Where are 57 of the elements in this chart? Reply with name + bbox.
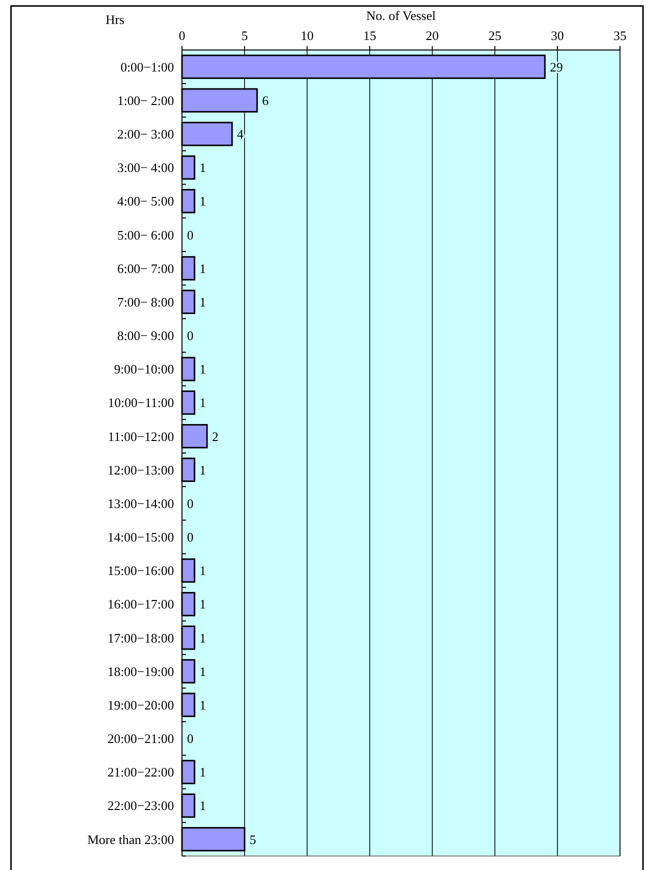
x-tick-label: 5 [241,28,248,43]
y-tick-label: 12:00−13:00 [107,462,174,478]
y-tick-label: 4:00− 5:00 [117,194,174,209]
data-label: 0 [187,227,194,242]
y-tick-label: More than 23:00 [87,832,174,847]
data-label: 1 [200,664,206,679]
x-tick-label: 35 [614,28,626,43]
y-tick-label: 0:00−1:00 [120,59,174,74]
data-label: 1 [200,362,206,377]
data-label: 1 [200,798,206,814]
data-label: 1 [200,160,206,176]
x-tick-label: 25 [488,28,502,43]
y-tick-label: 11:00−12:00 [108,428,174,444]
data-label: 1 [200,764,206,780]
y-tick-label: 20:00−21:00 [107,731,174,746]
data-label: 1 [200,294,206,310]
x-tick-label: 10 [300,28,314,43]
data-label: 0 [187,328,194,344]
y-tick-label: 7:00− 8:00 [117,294,174,310]
x-tick-label: 20 [426,28,439,43]
data-label: 2 [212,428,219,444]
y-tick-label: 10:00−11:00 [108,395,174,410]
y-tick-label: 14:00−15:00 [107,530,174,545]
data-label: 1 [200,630,206,646]
y-tick-label: 3:00− 4:00 [117,160,174,176]
y-tick-label: 16:00−17:00 [107,596,174,612]
y-tick-label: 21:00−22:00 [107,764,174,780]
data-label: 5 [250,832,256,847]
x-tick-label: 15 [363,28,376,43]
y-tick-label: 8:00− 9:00 [117,328,174,344]
data-label: 6 [262,92,270,108]
y-axis-title: Hrs [106,12,124,27]
data-label: 1 [200,260,206,276]
data-label: 1 [200,194,206,209]
data-label: 1 [200,563,206,578]
y-tick-label: 2:00− 3:00 [117,126,174,142]
y-tick-label: 22:00−23:00 [107,798,174,814]
y-tick-label: 17:00−18:00 [107,630,174,646]
data-label: 1 [200,697,206,712]
y-tick-label: 6:00− 7:00 [117,260,174,276]
y-tick-label: 18:00−19:00 [107,664,174,679]
data-label: 0 [187,731,194,746]
data-label: 1 [200,462,206,478]
x-tick-label: 0 [178,28,186,43]
x-axis-title: No. of Vessel [366,8,436,23]
data-label: 0 [187,496,194,511]
data-label: 1 [200,596,206,612]
y-tick-label: 5:00− 6:00 [117,227,174,242]
y-tick-label: 9:00−10:00 [114,362,174,377]
y-tick-label: 19:00−20:00 [107,697,174,712]
y-tick-label: 13:00−14:00 [107,496,174,511]
data-label: 0 [187,530,194,545]
x-tick-label: 30 [550,28,564,43]
y-tick-label: 15:00−16:00 [107,563,174,578]
y-tick-label: 1:00− 2:00 [117,92,174,108]
data-label: 1 [200,395,206,410]
data-label: 4 [237,126,244,142]
